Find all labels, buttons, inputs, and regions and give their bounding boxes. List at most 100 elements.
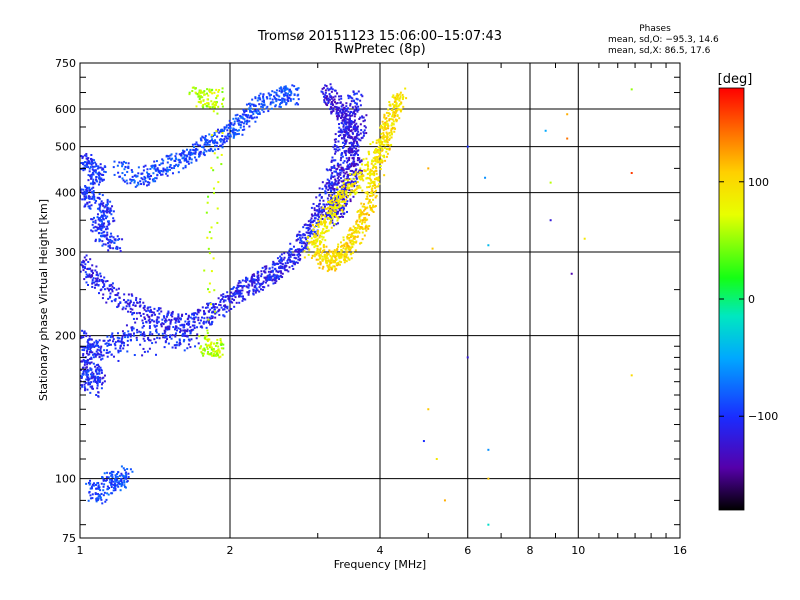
data-point: [201, 145, 204, 148]
data-point: [199, 91, 202, 94]
data-point: [342, 239, 345, 242]
data-point: [96, 366, 99, 369]
data-point: [184, 320, 187, 323]
data-point: [149, 331, 152, 334]
data-point: [200, 138, 203, 141]
data-point: [342, 247, 345, 250]
data-point: [124, 472, 127, 475]
data-point: [113, 484, 116, 487]
data-point: [99, 239, 102, 242]
data-point: [368, 198, 371, 201]
data-point: [130, 180, 133, 183]
data-point: [115, 484, 118, 487]
data-point: [220, 294, 223, 297]
data-point: [108, 344, 111, 347]
data-point: [232, 127, 235, 130]
data-point: [85, 155, 88, 158]
data-point: [325, 168, 328, 171]
data-point: [95, 271, 98, 274]
data-point: [361, 177, 364, 180]
data-point: [197, 342, 200, 345]
data-point: [170, 337, 173, 340]
data-point: [295, 250, 298, 253]
data-point: [355, 231, 358, 234]
data-point: [298, 248, 301, 251]
data-point: [262, 97, 265, 100]
data-point: [95, 279, 98, 282]
data-point: [166, 338, 169, 341]
data-point: [109, 238, 112, 241]
data-point: [210, 237, 213, 240]
data-point: [350, 143, 353, 146]
data-point: [326, 257, 329, 260]
x-tick-label: 1: [77, 544, 84, 557]
data-point: [335, 258, 338, 261]
data-point: [354, 124, 357, 127]
data-point: [327, 101, 330, 104]
data-point: [221, 131, 224, 134]
data-point: [180, 154, 183, 157]
data-point: [310, 231, 313, 234]
data-point: [364, 191, 367, 194]
data-point: [146, 307, 149, 310]
data-point: [104, 342, 107, 345]
data-point: [351, 142, 354, 145]
data-point: [137, 172, 140, 175]
data-point: [212, 342, 215, 345]
data-point: [154, 165, 157, 168]
data-point: [347, 233, 350, 236]
data-point: [346, 121, 349, 124]
data-point: [203, 347, 206, 350]
data-point: [80, 189, 82, 192]
data-point: [379, 161, 382, 164]
data-point: [365, 157, 368, 160]
data-point: [104, 228, 107, 231]
data-point: [282, 258, 285, 261]
data-point: [341, 155, 344, 158]
data-point: [298, 230, 301, 233]
data-point: [184, 332, 187, 335]
data-point: [78, 162, 80, 164]
data-point: [349, 112, 352, 115]
data-point: [297, 233, 300, 236]
data-point: [207, 247, 210, 250]
data-point: [300, 249, 303, 252]
data-point: [283, 267, 286, 270]
data-point: [143, 304, 146, 307]
data-point: [349, 198, 352, 201]
data-point: [337, 206, 340, 209]
data-point: [92, 353, 95, 356]
data-point: [233, 122, 236, 125]
data-point: [128, 303, 131, 306]
data-point: [112, 166, 115, 169]
x-axis-label: Frequency [MHz]: [334, 558, 426, 571]
data-point: [78, 361, 80, 363]
data-point: [313, 255, 316, 258]
data-point: [350, 234, 353, 237]
data-point: [92, 362, 95, 365]
data-point: [314, 212, 317, 215]
data-point: [209, 303, 212, 306]
data-point: [202, 106, 205, 109]
data-point: [333, 215, 336, 218]
data-point: [87, 378, 90, 381]
data-point: [238, 280, 241, 283]
data-point: [97, 378, 100, 381]
data-point: [214, 141, 217, 144]
data-point: [191, 324, 194, 327]
data-point: [269, 97, 272, 100]
data-point: [342, 107, 345, 110]
data-point: [127, 330, 130, 333]
data-point: [127, 165, 130, 168]
data-point: [109, 335, 112, 338]
data-point: [95, 283, 98, 286]
data-point: [246, 115, 249, 118]
data-point: [111, 335, 114, 338]
data-point: [230, 123, 233, 126]
data-point: [234, 133, 237, 136]
data-point: [90, 377, 93, 380]
data-point: [359, 104, 362, 107]
data-point: [355, 240, 358, 243]
data-point: [357, 105, 360, 108]
data-point: [337, 108, 340, 111]
